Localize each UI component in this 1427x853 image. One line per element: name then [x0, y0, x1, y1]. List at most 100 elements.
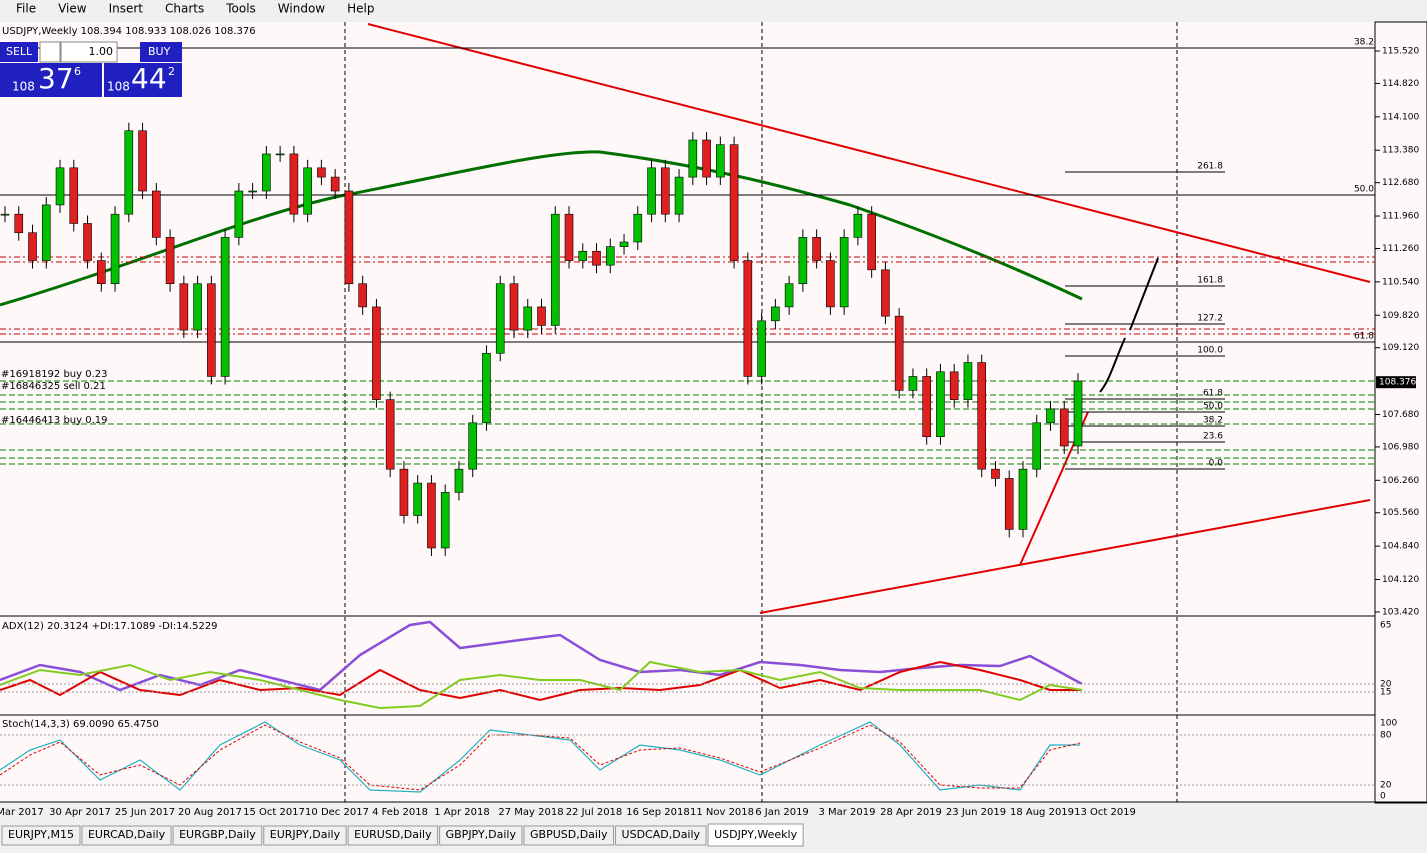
tab[interactable] — [347, 825, 439, 846]
y-tick-label: 106.260 — [1382, 476, 1419, 486]
tab-label: USDCAD,Daily — [622, 828, 701, 841]
candle — [881, 269, 890, 317]
x-tick-label: 13 Oct 2019 — [1074, 807, 1136, 818]
menu-item[interactable]: Insert — [109, 2, 144, 16]
tab[interactable] — [707, 823, 804, 847]
sell-pips: 37 — [38, 62, 74, 95]
candle — [317, 167, 326, 178]
tab[interactable] — [81, 825, 172, 846]
candle — [784, 283, 794, 308]
lot-input[interactable] — [60, 41, 118, 63]
candle — [385, 399, 395, 470]
tab[interactable] — [615, 825, 707, 846]
candle — [537, 306, 546, 326]
tab[interactable] — [172, 825, 263, 846]
candle — [124, 130, 134, 215]
candle — [1046, 408, 1055, 424]
menu-item[interactable]: View — [58, 2, 87, 16]
adx-label: ADX(12) 20.3124 +DI:17.1089 -DI:14.5229 — [2, 621, 218, 632]
candle — [69, 167, 79, 224]
tab-label: USDJPY,Weekly — [714, 828, 798, 841]
menu-item[interactable]: Charts — [165, 2, 204, 16]
candle — [193, 283, 202, 331]
candle — [661, 167, 670, 215]
candle — [619, 241, 629, 247]
tab[interactable] — [263, 825, 347, 846]
arrow — [1099, 257, 1159, 393]
candle — [757, 320, 766, 377]
fib-lines — [1065, 171, 1225, 470]
y-tick-label: 105.560 — [1382, 508, 1419, 518]
buy-button[interactable] — [140, 42, 182, 62]
y-tick-label: 113.380 — [1382, 146, 1419, 156]
sell-price-box[interactable] — [0, 63, 102, 97]
candle — [372, 306, 381, 400]
candle — [1018, 468, 1028, 530]
tab[interactable] — [523, 825, 615, 846]
order-label: #16446413 buy 0.19 — [1, 415, 108, 426]
x-tick-label: 30 Apr 2017 — [49, 807, 111, 818]
candle — [564, 213, 574, 261]
order-label: #16918192 buy 0.23 — [1, 369, 108, 380]
menu-item[interactable]: Window — [278, 2, 326, 16]
candle — [413, 482, 422, 516]
candle — [592, 250, 601, 266]
y-tick-label: 109.820 — [1382, 311, 1419, 321]
sell-big: 108 — [12, 80, 35, 94]
x-tick-label: 22 Jul 2018 — [566, 807, 623, 818]
x-tick-label: 20 Aug 2017 — [178, 807, 242, 818]
menu-bar — [0, 0, 1427, 18]
candle — [330, 176, 340, 192]
candle — [674, 176, 684, 215]
candle — [716, 144, 725, 178]
candle — [798, 237, 808, 285]
tab-label: EURGBP,Daily — [179, 828, 256, 841]
lot-down[interactable] — [39, 41, 61, 63]
buy-price-box[interactable] — [104, 63, 182, 97]
fib-label: 100.0 — [1197, 346, 1223, 356]
candle — [344, 190, 354, 285]
y-tick-label: 103.420 — [1382, 607, 1419, 617]
current-price-label: 108.376 — [1379, 378, 1416, 388]
x-tick-label: 28 Apr 2019 — [880, 807, 942, 818]
candle — [275, 153, 285, 156]
fib-label: 50.0 — [1203, 402, 1223, 412]
menu-item[interactable]: Tools — [225, 2, 256, 16]
tab[interactable] — [1, 825, 81, 846]
sell-button[interactable] — [0, 42, 38, 62]
fib-label: 127.2 — [1197, 314, 1223, 324]
candle — [0, 213, 10, 216]
tab-label: EURUSD,Daily — [354, 828, 432, 841]
candle — [949, 371, 959, 400]
buy-frac: 2 — [168, 65, 175, 78]
candle — [262, 153, 271, 192]
y-tick-label: 106.980 — [1382, 442, 1419, 452]
candle — [771, 306, 780, 322]
x-tick-label: 18 Aug 2019 — [1010, 807, 1074, 818]
minus-di-line — [0, 660, 1082, 702]
candle — [647, 167, 656, 215]
candle — [633, 213, 643, 243]
candle — [152, 190, 161, 238]
adx-scale: 65 — [1380, 621, 1391, 631]
menu-item[interactable]: Help — [347, 2, 374, 16]
candle — [922, 376, 931, 438]
candle — [399, 468, 409, 516]
candle — [1073, 380, 1083, 447]
candle — [509, 283, 519, 331]
candle — [936, 371, 945, 438]
lot-value: 1.00 — [89, 45, 114, 58]
y-tick-label: 109.120 — [1382, 343, 1419, 353]
candle — [1032, 422, 1042, 470]
fib-label: 38.2 — [1354, 38, 1374, 48]
fib-label: 61.8 — [1354, 332, 1374, 342]
stoch-scale: 100 — [1380, 719, 1397, 729]
adx-scale: 20 — [1380, 680, 1392, 690]
candle — [991, 468, 1000, 479]
candle — [605, 246, 615, 266]
order-label: #16846325 sell 0.21 — [1, 381, 106, 392]
current-price-box — [1376, 376, 1416, 389]
menu-item[interactable]: File — [16, 2, 36, 16]
tab[interactable] — [439, 825, 523, 846]
candle — [165, 237, 175, 285]
